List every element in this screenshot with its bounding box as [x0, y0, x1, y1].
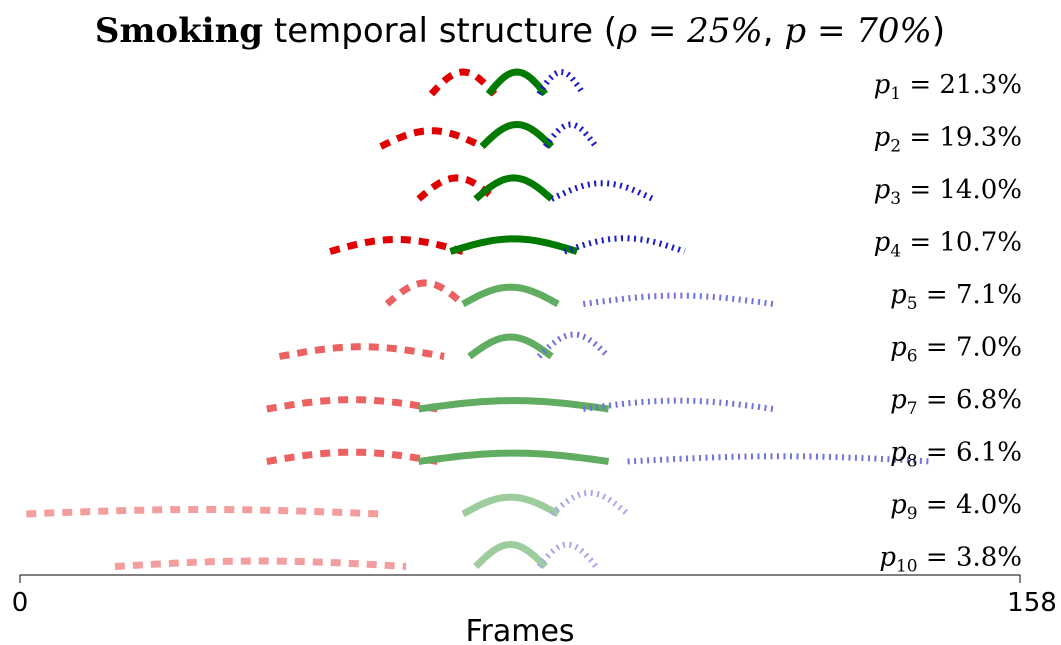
probability-label-8: p8 = 6.1% — [890, 438, 1022, 472]
segment-before-row-6 — [278, 343, 445, 360]
title-close: ) — [932, 11, 945, 51]
title-p: p = 70% — [784, 11, 931, 51]
chart-row-1 — [428, 68, 586, 97]
segment-before-row-7 — [266, 396, 439, 413]
segment-after-row-9 — [549, 489, 630, 517]
segment-after-row-1 — [536, 68, 586, 96]
title-rho: ρ = 25% — [616, 11, 763, 51]
segment-during-row-4 — [449, 235, 579, 255]
segment-before-row-9 — [26, 506, 381, 518]
probability-label-4: p4 = 10.7% — [874, 228, 1022, 262]
probability-label-3: p3 = 14.0% — [874, 175, 1022, 209]
title-rest: temporal structure ( — [263, 11, 617, 51]
segment-after-row-10 — [536, 541, 599, 569]
x-tick-label-start: 0 — [12, 588, 29, 618]
chart-row-5 — [384, 279, 774, 308]
segment-after-row-2 — [542, 121, 599, 149]
x-tick-label-end: 158 — [1007, 588, 1057, 618]
segment-during-row-3 — [473, 174, 554, 202]
segment-during-row-9 — [461, 493, 560, 518]
segment-after-row-5 — [582, 292, 774, 307]
probability-label-9: p9 = 4.0% — [890, 490, 1022, 524]
chart-row-7 — [266, 396, 774, 413]
segment-before-row-5 — [384, 279, 466, 307]
x-axis-label: Frames — [465, 614, 574, 645]
segment-during-row-6 — [467, 333, 554, 360]
segment-during-row-7 — [418, 397, 610, 413]
chart-row-8 — [266, 448, 932, 465]
chart-row-10 — [114, 540, 599, 570]
chart-row-4 — [329, 235, 686, 255]
segment-during-row-2 — [479, 120, 555, 150]
segment-after-row-4 — [563, 235, 686, 255]
title-bold: Smoking — [95, 11, 263, 51]
segment-during-row-1 — [485, 68, 549, 97]
segment-before-row-1 — [428, 68, 498, 97]
segment-before-row-10 — [114, 557, 407, 570]
chart-row-2 — [379, 120, 599, 150]
x-axis: 0 158 Frames — [12, 574, 1057, 645]
chart-title: Smoking temporal structure (ρ = 25%, p =… — [95, 11, 945, 51]
segment-before-row-4 — [329, 236, 464, 255]
probability-label-6: p6 = 7.0% — [890, 333, 1022, 367]
probability-label-10: p10 = 3.8% — [879, 543, 1022, 577]
segment-after-row-7 — [582, 397, 774, 412]
probability-label-5: p5 = 7.1% — [890, 280, 1022, 314]
segment-before-row-2 — [379, 127, 484, 150]
probability-label-1: p1 = 21.3% — [874, 70, 1022, 104]
probability-label-7: p7 = 6.8% — [890, 385, 1022, 419]
segment-before-row-3 — [416, 174, 498, 202]
segment-before-row-8 — [266, 448, 439, 465]
segment-after-row-3 — [550, 180, 655, 202]
segment-after-row-8 — [627, 453, 932, 465]
chart-row-9 — [26, 489, 630, 518]
title-sep: , — [763, 11, 785, 51]
segment-during-row-5 — [461, 283, 560, 308]
segment-during-row-8 — [418, 449, 610, 465]
segment-during-row-10 — [473, 540, 548, 569]
chart-row-6 — [278, 331, 611, 360]
probability-label-2: p2 = 19.3% — [874, 123, 1022, 157]
chart-row-3 — [416, 174, 655, 202]
chart-rows: p1 = 21.3% p2 = 19.3% p3 = 14.0% p4 = 10.7%… — [26, 68, 1022, 577]
